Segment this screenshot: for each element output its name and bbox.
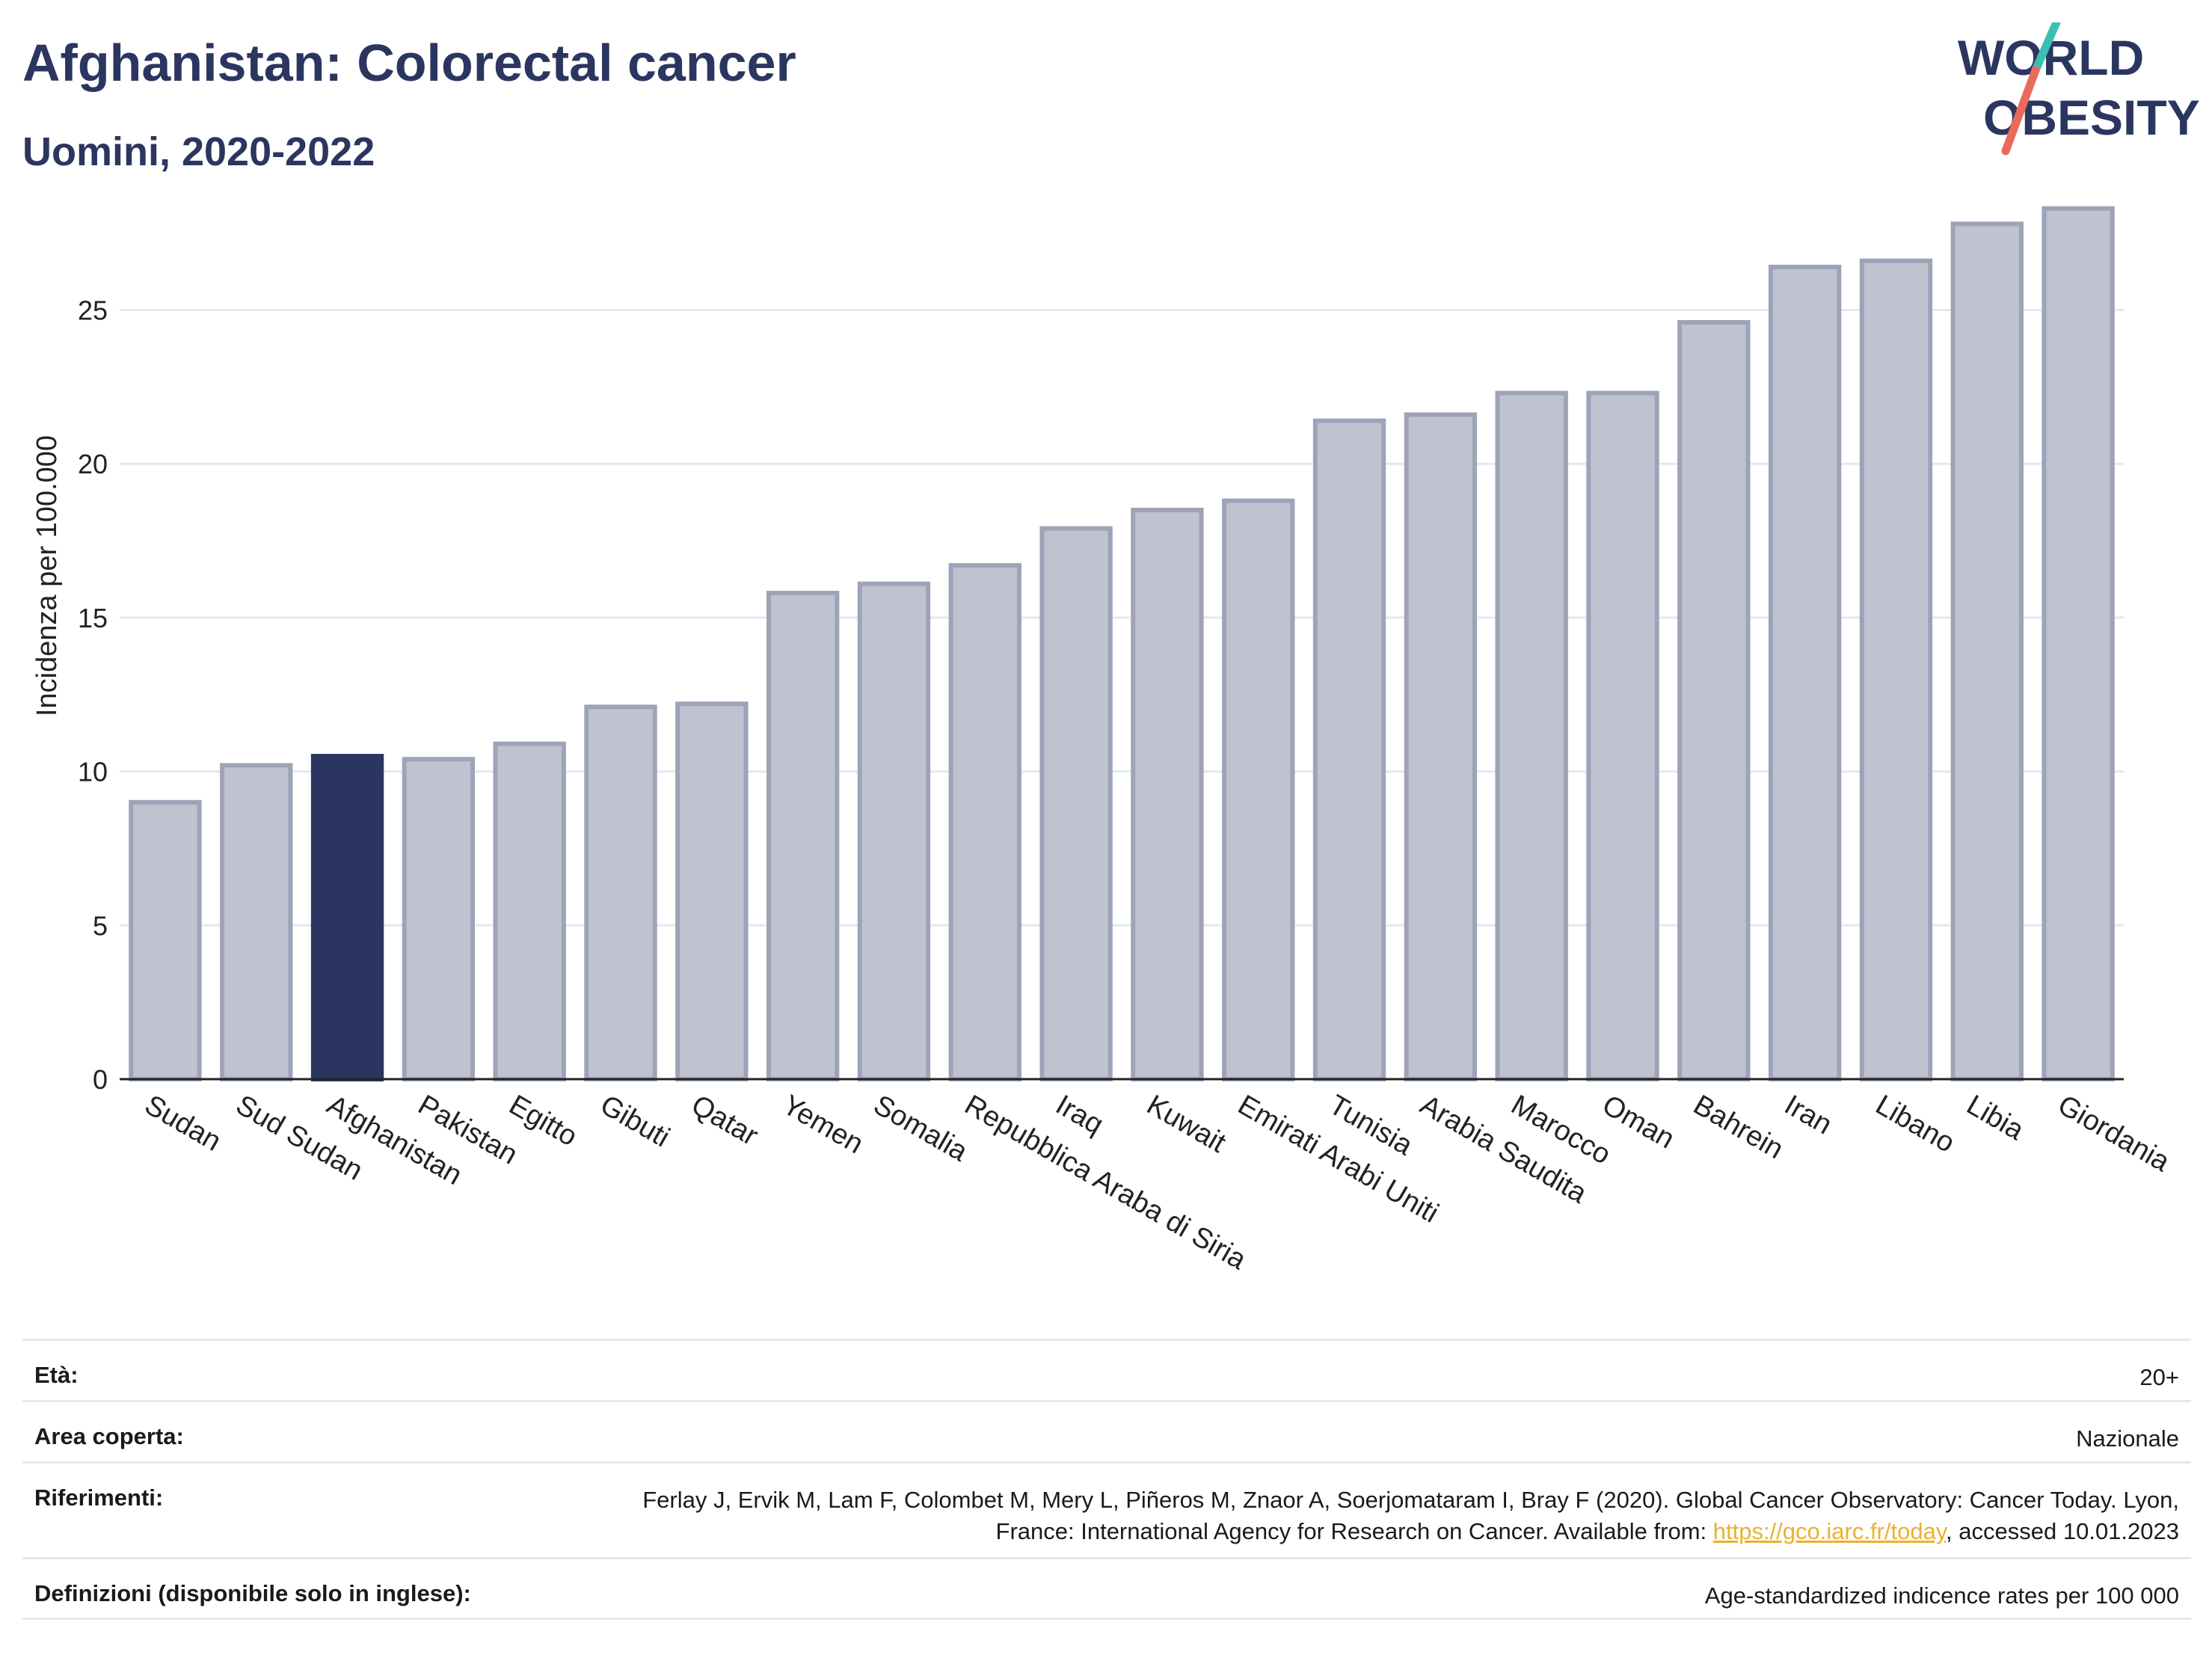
y-tick-labels: 0 5 10 15 20 25 (78, 295, 108, 1095)
x-tick-label: Giordania (2053, 1089, 2175, 1178)
bar[interactable] (1039, 526, 1113, 1081)
x-tick-label: Yemen (777, 1089, 868, 1160)
y-axis-label: Incidenza per 100.000 (31, 435, 63, 716)
bar[interactable] (402, 757, 476, 1081)
bar[interactable] (857, 581, 931, 1081)
bar[interactable] (1222, 498, 1295, 1081)
bar[interactable] (220, 763, 293, 1082)
area-value: Nazionale (2076, 1425, 2179, 1452)
meta-row-references: Riferimenti: Ferlay J, Ervik M, Lam F, C… (22, 1461, 2191, 1557)
age-value: 20+ (2139, 1364, 2179, 1390)
x-tick-label: Bahrein (1688, 1089, 1788, 1165)
bar[interactable] (1677, 320, 1751, 1081)
bar[interactable] (2042, 206, 2115, 1082)
references-accessed: , accessed 10.01.2023 (1946, 1518, 2179, 1544)
y-tick-label: 25 (78, 295, 108, 326)
x-tick-label: Libia (1961, 1089, 2030, 1146)
meta-row-area: Area coperta: Nazionale (22, 1400, 2191, 1461)
bar[interactable] (584, 704, 657, 1081)
bar-chart: 0 5 10 15 20 25 Sudan Sud SudanAfghanistanPaki… (31, 206, 2175, 1277)
metadata-table: Età: 20+ Area coperta: Nazionale Riferim… (22, 1339, 2191, 1620)
bar[interactable] (766, 591, 840, 1081)
x-tick-label: Qatar (686, 1089, 764, 1152)
y-tick-label: 0 (93, 1064, 108, 1095)
area-label: Area coperta: (34, 1423, 184, 1449)
references-value: Ferlay J, Ervik M, Lam F, Colombet M, Me… (609, 1484, 2179, 1547)
bar[interactable] (675, 701, 749, 1081)
x-tick-label: Gibuti (595, 1089, 675, 1153)
bar[interactable] (1131, 507, 1204, 1081)
bar[interactable] (1768, 264, 1842, 1081)
bars (129, 206, 2115, 1082)
definitions-label: Definizioni (disponibile solo in inglese… (34, 1580, 471, 1606)
meta-row-age: Età: 20+ (22, 1339, 2191, 1400)
chart-subtitle: Uomini, 2020-2022 (22, 129, 375, 174)
bar[interactable] (1312, 418, 1386, 1081)
chart-title: Afghanistan: Colorectal cancer (22, 34, 796, 92)
x-tick-label: Libano (1870, 1089, 1960, 1158)
x-tick-label: Iran (1779, 1089, 1837, 1140)
y-tick-label: 10 (78, 757, 108, 787)
x-tick-label: Kuwait (1141, 1089, 1231, 1159)
y-tick-label: 20 (78, 449, 108, 479)
bar[interactable] (1586, 390, 1659, 1081)
x-tick-label: Sudan (139, 1089, 226, 1157)
x-tick-label: Iraq (1051, 1089, 1109, 1140)
bar[interactable] (1859, 258, 1933, 1081)
bar[interactable] (1950, 221, 2024, 1082)
bar[interactable] (1404, 412, 1478, 1081)
x-tick-label: Somalia (868, 1089, 974, 1167)
meta-row-definitions: Definizioni (disponibile solo in inglese… (22, 1557, 2191, 1620)
definitions-value: Age-standardized indicence rates per 100… (1704, 1582, 2179, 1609)
bar-highlighted[interactable] (310, 754, 384, 1081)
bar[interactable] (948, 562, 1021, 1081)
bar[interactable] (1495, 390, 1568, 1081)
age-label: Età: (34, 1362, 79, 1388)
bar[interactable] (129, 799, 202, 1082)
y-tick-label: 5 (93, 910, 108, 941)
bar[interactable] (493, 741, 566, 1081)
references-link[interactable]: https://gco.iarc.fr/today (1712, 1518, 1947, 1544)
references-text: Ferlay J, Ervik M, Lam F, Colombet M, Me… (642, 1487, 2179, 1544)
world-obesity-logo: WORLD OBESITY (1958, 22, 2200, 156)
y-tick-label: 15 (78, 603, 108, 633)
references-label: Riferimenti: (34, 1484, 164, 1511)
